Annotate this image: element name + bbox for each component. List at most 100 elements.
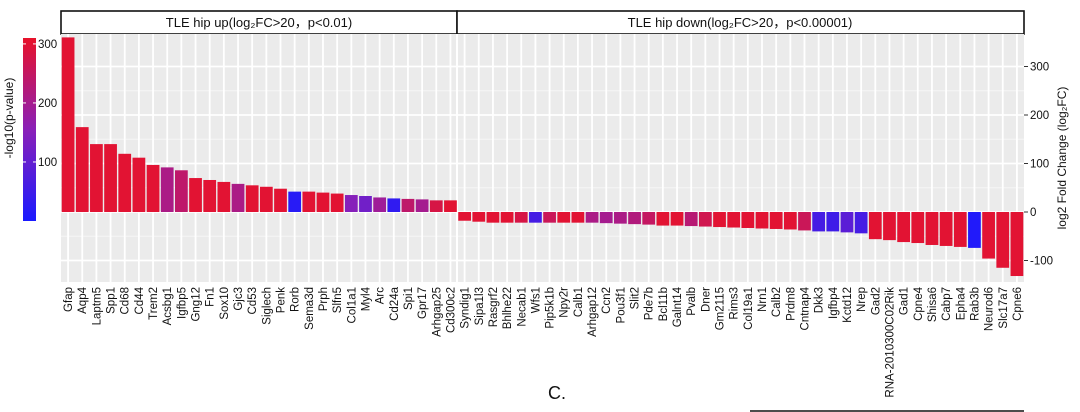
gene-label: Rasgrf2 xyxy=(488,287,500,327)
gene-label: Arhgap12 xyxy=(587,287,599,337)
bar-npy2r xyxy=(557,212,571,223)
gene-label: Sipa1l3 xyxy=(474,287,486,325)
y-tick-label: 100 xyxy=(1030,159,1049,171)
bar-prdm8 xyxy=(783,212,797,230)
bar-wfs1 xyxy=(529,212,542,223)
y-axis-right: -100 0 100 200 300 xyxy=(1024,62,1053,268)
bar-slfn5 xyxy=(330,193,344,212)
gene-label: Syndig1 xyxy=(460,287,472,329)
bar-cpne4 xyxy=(911,212,925,244)
legend-tick-label: 100 xyxy=(38,157,57,169)
gene-label: Arc xyxy=(375,287,387,305)
bar-spp1 xyxy=(104,144,117,212)
bar-syndig1 xyxy=(458,212,471,221)
bar-gjc3 xyxy=(231,183,245,212)
bar-gad2 xyxy=(868,212,882,240)
bar-arhgap25 xyxy=(429,200,443,212)
bar-pip5k1b xyxy=(543,212,556,223)
gene-label: Gm2115 xyxy=(715,287,727,330)
bar-gad1 xyxy=(897,212,910,243)
gene-label: Bhlhe22 xyxy=(502,287,514,329)
y-tick-label: 200 xyxy=(1030,110,1049,122)
gene-label: Neurod6 xyxy=(984,287,996,331)
gene-label: Sox10 xyxy=(219,287,231,320)
facet-strips: TLE hip up(log₂FC>20，p<0.01) TLE hip dow… xyxy=(60,10,1025,35)
gene-label: Gjc3 xyxy=(233,287,245,311)
gene-label: Fn1 xyxy=(205,287,217,307)
bar-acsbg1 xyxy=(160,167,174,212)
gene-label: Npy2r xyxy=(559,287,571,318)
bar-sipa1l3 xyxy=(472,212,486,222)
gene-label: Gad1 xyxy=(899,287,911,315)
bar-cpne6 xyxy=(1010,212,1024,277)
legend-tick-label: 300 xyxy=(38,39,57,51)
color-legend-ticks: 100 200 300 xyxy=(23,39,57,169)
bar-gng12 xyxy=(189,178,202,212)
bar-rab3b xyxy=(968,212,981,248)
bar-nrn1 xyxy=(755,212,769,229)
bar-arc xyxy=(373,197,387,212)
gene-label: Igfbp5 xyxy=(176,287,188,319)
color-legend: -log10(p-value) 100 200 300 xyxy=(2,38,57,221)
bar-slc17a7 xyxy=(996,212,1010,268)
bar-trem2 xyxy=(146,164,160,212)
y-tick-label: 300 xyxy=(1030,62,1049,74)
gene-label: Prph xyxy=(318,287,330,311)
gene-label: Pvalb xyxy=(686,287,698,316)
gene-label: Spp1 xyxy=(106,287,118,314)
bar-myl4 xyxy=(359,196,372,212)
bar-gpr17 xyxy=(415,199,429,212)
bar-epha4 xyxy=(953,212,967,247)
gene-label: Nrep xyxy=(856,287,868,312)
y-tick-label: 0 xyxy=(1030,207,1036,219)
gene-label: Gfap xyxy=(63,287,75,312)
bar-shisa6 xyxy=(925,212,939,245)
bar-pvalb xyxy=(684,212,698,227)
gene-label: Dkk3 xyxy=(814,287,826,313)
facet-strip-up-label: TLE hip up(log₂FC>20，p<0.01) xyxy=(166,15,352,30)
bar-necab1 xyxy=(514,212,528,223)
gene-label: Cd24a xyxy=(389,286,401,320)
bar-igfbp5 xyxy=(175,170,188,212)
gene-label: Igfbp4 xyxy=(828,286,840,319)
bar-igfbp4 xyxy=(826,212,840,232)
gene-label: Necab1 xyxy=(516,287,528,327)
bar-col1a1 xyxy=(344,195,358,212)
bar-calb1 xyxy=(571,212,585,223)
gene-label: Pou3f1 xyxy=(615,287,627,323)
gene-label: Acsbg1 xyxy=(162,287,174,325)
bar-ccn2 xyxy=(599,212,613,224)
bar-neurod6 xyxy=(982,212,995,259)
bar-sox10 xyxy=(217,181,231,212)
bar-rims3 xyxy=(727,212,741,228)
bar-cd53 xyxy=(245,185,259,212)
bar-aqp4 xyxy=(75,127,89,213)
plot-panel xyxy=(61,34,1024,282)
bar-cd24a xyxy=(387,198,401,212)
gene-label: Slfn5 xyxy=(332,287,344,313)
bar-siglech xyxy=(259,186,273,212)
gene-label: Myl4 xyxy=(360,286,372,311)
gene-label: Kctd12 xyxy=(842,287,854,323)
gene-label: Slc17a7 xyxy=(998,287,1010,329)
bar-cd300c2 xyxy=(444,200,457,212)
facet-strip-down-label: TLE hip down(log₂FC>20，p<0.00001) xyxy=(628,15,853,30)
color-legend-title: -log10(p-value) xyxy=(2,78,16,159)
gene-label: Slit2 xyxy=(630,287,642,309)
gene-label: Cd300c2 xyxy=(445,287,457,333)
gene-label: Galnt14 xyxy=(672,286,684,327)
gene-label: Calb1 xyxy=(573,287,585,317)
y-tick-label: -100 xyxy=(1030,256,1053,268)
bar-slit2 xyxy=(628,212,641,225)
gene-label: Nrn1 xyxy=(757,287,769,312)
gene-label: Bcl11b xyxy=(658,287,670,321)
bar-sema3d xyxy=(302,191,316,212)
bar-rna-2010300c02rik xyxy=(883,212,896,241)
gene-label: Dner xyxy=(700,287,712,312)
legend-tick-label: 200 xyxy=(38,98,57,110)
bar-bhlhe22 xyxy=(500,212,514,223)
plot-background xyxy=(61,34,1024,282)
gene-label: Arhgap25 xyxy=(431,287,443,337)
gene-label: Col1a1 xyxy=(346,287,358,323)
gene-label: Gad2 xyxy=(870,287,882,315)
